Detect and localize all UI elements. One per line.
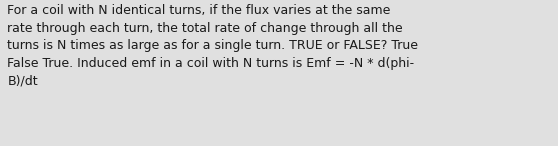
Text: For a coil with N identical turns, if the flux varies at the same
rate through e: For a coil with N identical turns, if th… [7,4,418,87]
